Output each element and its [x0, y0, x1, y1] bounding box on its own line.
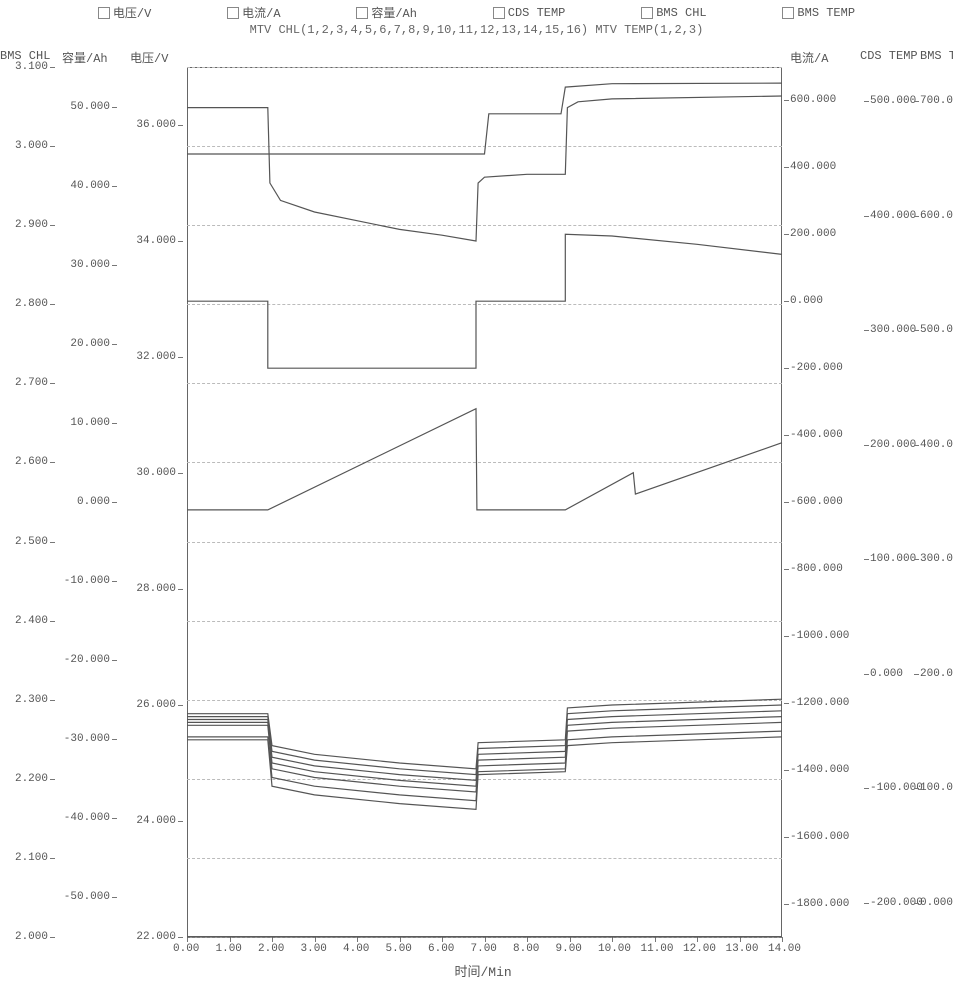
legend-item-5[interactable]: BMS TEMP — [782, 4, 855, 21]
legend-swatch — [641, 7, 653, 19]
series-current_step — [187, 234, 782, 368]
legend-label: 电流/A — [242, 4, 280, 21]
subtitle: MTV CHL(1,2,3,4,5,6,7,8,9,10,11,12,13,14… — [0, 23, 953, 39]
legend-swatch — [227, 7, 239, 19]
series-capacity — [187, 409, 782, 510]
legend-label: BMS CHL — [656, 6, 706, 20]
legend-swatch — [493, 7, 505, 19]
series-svg — [0, 39, 953, 979]
legend-item-2[interactable]: 容量/Ah — [356, 4, 417, 21]
series-voltage_main — [187, 96, 782, 241]
legend-swatch — [356, 7, 368, 19]
legend-label: BMS TEMP — [797, 6, 855, 20]
chart-area: BMS CHL3.1003.0002.9002.8002.7002.6002.5… — [0, 39, 953, 979]
legend-swatch — [98, 7, 110, 19]
series-current_top — [187, 83, 782, 154]
legend-item-4[interactable]: BMS CHL — [641, 4, 706, 21]
legend-item-1[interactable]: 电流/A — [227, 4, 280, 21]
legend-item-3[interactable]: CDS TEMP — [493, 4, 566, 21]
legend-swatch — [782, 7, 794, 19]
legend-label: 电压/V — [113, 4, 151, 21]
legend-row: 电压/V 电流/A 容量/Ah CDS TEMP BMS CHL BMS TEMP — [0, 0, 953, 23]
legend-item-0[interactable]: 电压/V — [98, 4, 151, 21]
legend-label: CDS TEMP — [508, 6, 566, 20]
series-bundle_4 — [187, 717, 782, 787]
series-bundle_5 — [187, 722, 782, 792]
legend-label: 容量/Ah — [371, 4, 417, 21]
